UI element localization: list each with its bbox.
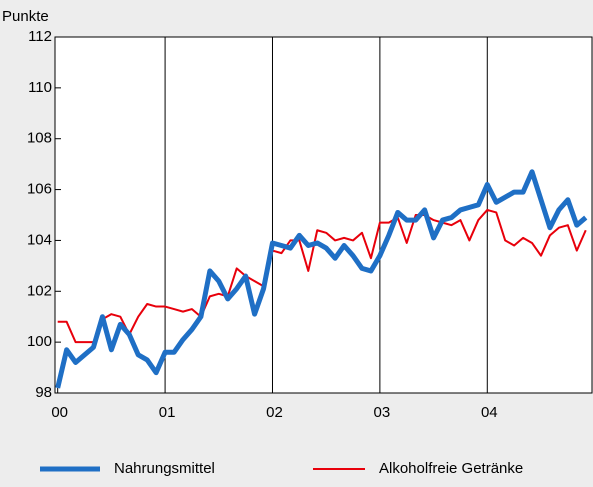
- x-tick-label: 00: [51, 404, 68, 421]
- x-tick-label: 04: [481, 404, 498, 421]
- line-series: [55, 169, 588, 389]
- line-series: [57, 208, 587, 344]
- y-tick-label: 112: [28, 28, 52, 45]
- y-axis-label: Punkte: [2, 8, 49, 25]
- y-tick-label: 102: [27, 282, 52, 299]
- y-tick-label: 104: [27, 231, 52, 248]
- legend-label: Alkoholfreie Getränke: [379, 460, 523, 477]
- x-tick-label: 01: [159, 404, 176, 421]
- y-tick-label: 106: [27, 181, 52, 198]
- x-tick-label: 03: [374, 404, 391, 421]
- y-tick-label: 100: [27, 333, 52, 350]
- legend-label: Nahrungsmittel: [114, 460, 215, 477]
- y-tick-label: 110: [28, 79, 52, 96]
- plot-area: [54, 36, 593, 394]
- y-tick-label: 108: [27, 130, 52, 147]
- y-tick-label: 98: [35, 384, 52, 401]
- x-tick-label: 02: [266, 404, 283, 421]
